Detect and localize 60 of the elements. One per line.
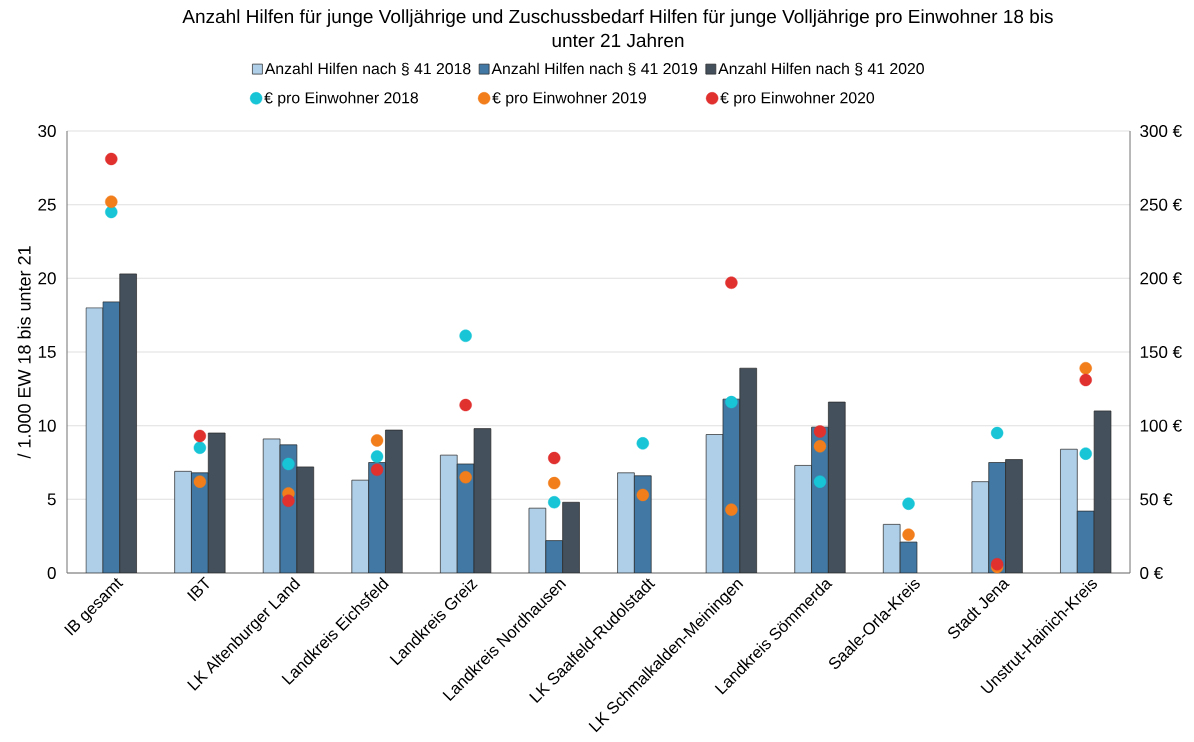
bar <box>562 501 580 573</box>
legend-label: Anzahl Hilfen nach § 41 2018 <box>264 62 471 76</box>
point <box>548 496 561 509</box>
point <box>105 195 118 208</box>
legend-label: Anzahl Hilfen nach § 41 2020 <box>718 62 924 76</box>
point <box>813 425 827 438</box>
legend-label: Anzahl Hilfen nach § 41 2019 <box>491 62 698 76</box>
point <box>636 437 649 450</box>
point <box>813 440 827 453</box>
bar <box>739 367 757 573</box>
point <box>1079 362 1092 375</box>
point <box>1079 447 1092 460</box>
y-tick-label: 15 <box>38 346 56 358</box>
y2-tick-label: 250 € <box>1140 198 1182 211</box>
point <box>370 434 384 447</box>
point <box>902 528 915 541</box>
point <box>105 152 118 166</box>
point <box>1079 373 1092 387</box>
y2-tick-label: 50 € <box>1140 493 1173 506</box>
point <box>459 471 472 484</box>
legend-label: € pro Einwohner 2018 <box>264 91 418 107</box>
y-tick-label: 25 <box>38 198 56 211</box>
point <box>725 395 738 409</box>
point <box>193 475 207 488</box>
legend-label: € pro Einwohner 2019 <box>492 91 646 107</box>
y-tick-label: 5 <box>47 493 56 506</box>
y2-tick-label: 100 € <box>1140 419 1182 432</box>
y-tick-label: 30 <box>38 124 56 138</box>
y-tick-label: 10 <box>38 419 56 432</box>
point <box>459 329 472 342</box>
point <box>725 276 738 289</box>
y-tick-label: 0 <box>47 566 56 580</box>
point <box>193 441 207 454</box>
point <box>282 494 295 508</box>
bar <box>1005 459 1023 573</box>
y2-tick-label: 150 € <box>1140 345 1182 359</box>
y2-tick-label: 300 € <box>1140 124 1182 138</box>
y2-tick-label: 200 € <box>1140 272 1182 285</box>
legend-label: € pro Einwohner 2020 <box>720 91 875 107</box>
x-tick-label: IBT <box>187 576 210 602</box>
point <box>548 451 561 465</box>
y-tick-label: 20 <box>38 272 56 285</box>
y-axis-title: / 1.000 EW 18 bis unter 21 <box>17 246 31 459</box>
point <box>370 463 384 477</box>
point <box>459 398 472 412</box>
point <box>636 488 649 502</box>
point <box>548 476 561 490</box>
chart-title: Anzahl Hilfen für junge Volljährige und Zuschussbedarf Hilfen für junge Volljährige pro Einwohner 18 bis unter 21 Jahren <box>182 9 1053 48</box>
y2-tick-label: 0 € <box>1140 566 1163 580</box>
point <box>282 457 295 471</box>
point <box>902 497 915 510</box>
bar <box>385 429 403 573</box>
point <box>725 503 738 516</box>
bar <box>828 401 846 573</box>
bar <box>119 273 137 573</box>
point <box>813 475 827 488</box>
point <box>193 429 207 443</box>
point <box>990 426 1004 440</box>
point <box>370 450 384 463</box>
point <box>105 205 118 219</box>
